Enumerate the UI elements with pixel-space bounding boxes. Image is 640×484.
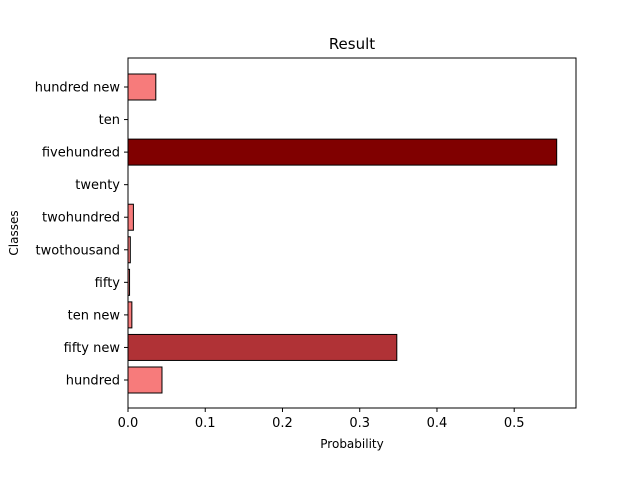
x-tick-label: 0.1: [195, 416, 216, 431]
bar: [127, 73, 157, 101]
y-tick-label: twothousand: [36, 243, 120, 258]
x-axis-ticks: 0.0 0.1 0.2 0.3 0.4 0.5: [118, 408, 525, 431]
bar: [127, 203, 134, 231]
plot-area-frame: [127, 57, 577, 409]
y-tick-label: hundred: [66, 374, 120, 389]
y-tick-label: fifty: [95, 276, 121, 291]
y-axis-label: Classes: [7, 210, 21, 255]
x-tick-label: 0.5: [504, 416, 525, 431]
bar: [127, 138, 558, 166]
x-tick-label: 0.2: [272, 416, 293, 431]
bar: [127, 301, 133, 329]
bars-group: [127, 73, 558, 394]
y-tick-label: ten: [99, 113, 120, 128]
y-tick-label: twohundred: [42, 211, 120, 226]
x-tick-label: 0.4: [427, 416, 448, 431]
bar: [127, 366, 163, 394]
y-tick-label: hundred new: [35, 81, 121, 96]
x-axis-label: Probability: [320, 437, 383, 451]
y-axis-ticks: hundred fifty new ten new fifty twothousand t…: [35, 81, 128, 389]
bar: [127, 333, 398, 361]
x-tick-label: 0.3: [349, 416, 370, 431]
y-tick-label: ten new: [68, 308, 121, 323]
y-tick-label: fivehundred: [42, 146, 120, 161]
y-tick-label: fifty new: [64, 341, 121, 356]
x-tick-label: 0.0: [118, 416, 139, 431]
chart-title: Result: [329, 35, 375, 53]
y-tick-label: twenty: [75, 178, 120, 193]
